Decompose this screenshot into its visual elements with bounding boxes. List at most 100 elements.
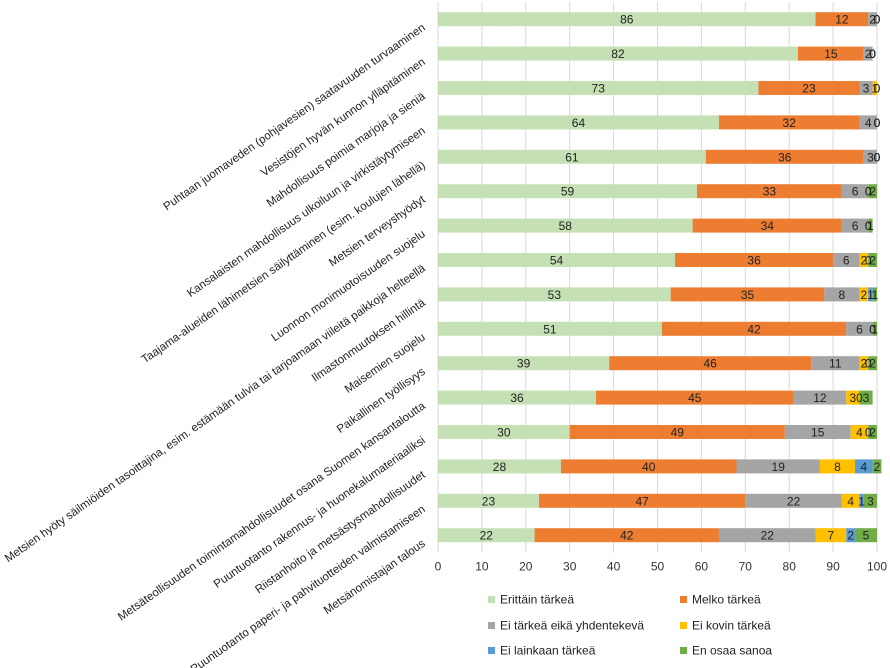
data-label: 0 (874, 116, 881, 130)
bar-segment (438, 12, 816, 27)
bar-segment (872, 81, 877, 95)
data-label: 0 (874, 82, 881, 96)
data-label: 19 (772, 460, 786, 474)
data-label: 86 (620, 13, 634, 27)
data-label: 1 (858, 494, 865, 508)
data-label: 2 (869, 13, 876, 27)
bar-segment (811, 356, 860, 371)
data-label: 0 (869, 47, 876, 61)
bar-segment (872, 321, 877, 336)
bar-segment (784, 425, 851, 439)
bar-segment (438, 81, 759, 95)
data-label: 2 (874, 460, 881, 474)
bar-segment (438, 390, 597, 405)
bar-segment (841, 184, 869, 199)
data-label: 33 (763, 185, 777, 199)
data-label: 49 (671, 426, 685, 440)
bar-segment (438, 425, 570, 439)
bar-segment (863, 149, 877, 164)
data-label: 30 (497, 426, 511, 440)
data-label: 22 (480, 529, 494, 543)
data-label: 0 (869, 47, 876, 61)
data-label: 0 (865, 254, 872, 268)
data-label: 1 (871, 322, 878, 336)
bar-segment (846, 390, 860, 405)
bar-segment (438, 253, 676, 267)
bar-segment (850, 425, 869, 439)
data-label: 15 (824, 47, 838, 61)
bar-segment (872, 459, 882, 474)
bar-segment (868, 425, 877, 439)
legend-label: Ei lainkaan tärkeä (500, 644, 596, 658)
bar-segment (868, 12, 877, 27)
bar-segment (859, 390, 873, 405)
bar-segment (855, 459, 873, 474)
bar-segment (438, 46, 798, 61)
bar-segments (438, 12, 882, 543)
category-label: Paikallinen työllisyys (335, 366, 428, 436)
data-label: 3 (867, 494, 874, 508)
data-label: 22 (787, 494, 801, 508)
bar-segment (705, 149, 864, 164)
data-label: 2 (865, 47, 872, 61)
bar-segment (438, 184, 698, 199)
data-label: 4 (847, 494, 854, 508)
data-label: 0 (874, 13, 881, 27)
bar-segment (675, 253, 834, 267)
data-label: 36 (778, 150, 792, 164)
data-label: 2 (860, 357, 867, 371)
data-label: 0 (865, 357, 872, 371)
bar-segment (815, 528, 847, 543)
bar-segment (758, 81, 860, 95)
data-label: 2 (869, 185, 876, 199)
data-label: 0 (874, 150, 881, 164)
data-label: 0 (865, 185, 872, 199)
data-label: 23 (802, 82, 816, 96)
data-label: 0 (874, 13, 881, 27)
data-label: 12 (835, 13, 849, 27)
bar-segment (569, 425, 785, 439)
x-tick-label: 40 (607, 559, 621, 573)
data-label: 42 (620, 529, 634, 543)
data-label: 6 (843, 254, 850, 268)
data-label: 51 (543, 322, 557, 336)
data-label: 0 (869, 47, 876, 61)
bar-segment (797, 46, 864, 61)
bar-segment (819, 459, 856, 474)
bar-segment (833, 253, 860, 267)
data-label: 4 (856, 426, 863, 440)
x-tick-label: 100 (867, 559, 887, 573)
data-label: 59 (561, 185, 575, 199)
data-label: 12 (813, 391, 827, 405)
bar-segment (868, 184, 877, 199)
legend: Erittäin tärkeä Melko tärkeä Ei tärkeä eik… (488, 593, 772, 658)
bar-segment (736, 459, 820, 474)
legend-label: En osaa sanoa (692, 644, 772, 658)
data-label: 11 (829, 357, 842, 371)
bar-segment (438, 218, 693, 233)
data-label: 6 (852, 219, 859, 233)
data-label: 3 (867, 150, 874, 164)
x-axis: 0 10 20 30 40 50 60 70 80 90 100 (435, 559, 888, 573)
data-label: 1 (871, 288, 878, 302)
legend-swatch (488, 647, 495, 654)
data-label: 32 (783, 116, 797, 130)
bar-segment (841, 218, 869, 233)
bar-segment (438, 287, 671, 302)
bar-segment (438, 528, 535, 543)
bar-segment (863, 46, 873, 61)
data-label: 0 (874, 82, 881, 96)
data-label: 2 (860, 288, 867, 302)
data-label: 0 (874, 150, 881, 164)
bar-segment (872, 287, 877, 302)
x-tick-label: 70 (739, 559, 753, 573)
x-tick-label: 20 (519, 559, 533, 573)
bar-segment (846, 528, 856, 543)
bar-segment (859, 81, 873, 95)
data-label: 34 (761, 219, 775, 233)
data-label: 4 (865, 116, 872, 130)
data-label: 45 (688, 391, 702, 405)
data-label: 8 (834, 460, 841, 474)
